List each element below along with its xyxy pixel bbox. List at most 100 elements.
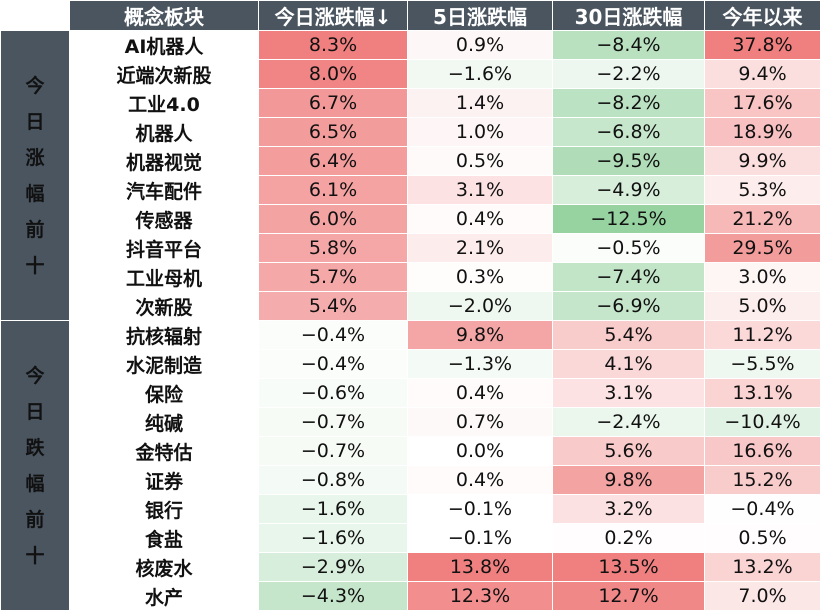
sector-name-cell[interactable]: 水产: [70, 582, 259, 611]
table-row[interactable]: 金特估−0.7%0.0%5.6%16.6%: [1, 437, 820, 466]
heatmap-value-cell: −12.5%: [553, 205, 705, 234]
heatmap-value-cell: 2.1%: [408, 234, 553, 263]
header-5day-change[interactable]: 5日涨跌幅: [408, 1, 553, 31]
table-row[interactable]: 纯碱−0.7%0.7%−2.4%−10.4%: [1, 408, 820, 437]
table-row[interactable]: 今日跌幅前十抗核辐射−0.4%9.8%5.4%11.2%: [1, 321, 820, 350]
sector-name-cell[interactable]: 水泥制造: [70, 350, 259, 379]
heatmap-value-cell: 37.8%: [705, 31, 820, 60]
heatmap-value-cell: 12.7%: [553, 582, 705, 611]
heatmap-value-cell: 12.3%: [408, 582, 553, 611]
heatmap-value-cell: 9.4%: [705, 60, 820, 89]
heatmap-value-cell: 0.4%: [408, 466, 553, 495]
heatmap-value-cell: −0.7%: [259, 437, 408, 466]
heatmap-value-cell: −1.6%: [259, 524, 408, 553]
heatmap-value-cell: −2.4%: [553, 408, 705, 437]
heatmap-value-cell: 0.5%: [408, 147, 553, 176]
header-ytd-change[interactable]: 今年以来: [705, 1, 820, 31]
sector-name-cell[interactable]: 抗核辐射: [70, 321, 259, 350]
heatmap-value-cell: 6.1%: [259, 176, 408, 205]
heatmap-value-cell: 9.8%: [408, 321, 553, 350]
heatmap-value-cell: 13.8%: [408, 553, 553, 582]
sector-name-cell[interactable]: 食盐: [70, 524, 259, 553]
heatmap-value-cell: −4.9%: [553, 176, 705, 205]
heatmap-value-cell: −0.4%: [705, 495, 820, 524]
heatmap-value-cell: −8.2%: [553, 89, 705, 118]
heatmap-value-cell: 5.3%: [705, 176, 820, 205]
table-row[interactable]: 核废水−2.9%13.8%13.5%13.2%: [1, 553, 820, 582]
heatmap-value-cell: 4.1%: [553, 350, 705, 379]
heatmap-value-cell: 0.2%: [553, 524, 705, 553]
heatmap-value-cell: 0.4%: [408, 379, 553, 408]
group-label-top-gainers: 今日涨幅前十: [1, 31, 70, 321]
heatmap-value-cell: 0.0%: [408, 437, 553, 466]
heatmap-value-cell: 0.4%: [408, 205, 553, 234]
heatmap-value-cell: −0.6%: [259, 379, 408, 408]
sector-name-cell[interactable]: 工业4.0: [70, 89, 259, 118]
heatmap-value-cell: 17.6%: [705, 89, 820, 118]
table-row[interactable]: 证券−0.8%0.4%9.8%15.2%: [1, 466, 820, 495]
sector-name-cell[interactable]: 传感器: [70, 205, 259, 234]
heatmap-value-cell: 11.2%: [705, 321, 820, 350]
header-row: 概念板块 今日涨跌幅↓ 5日涨跌幅 30日涨跌幅 今年以来: [1, 1, 820, 31]
heatmap-value-cell: 3.1%: [553, 379, 705, 408]
heatmap-value-cell: 9.8%: [553, 466, 705, 495]
heatmap-value-cell: −4.3%: [259, 582, 408, 611]
sector-name-cell[interactable]: 抖音平台: [70, 234, 259, 263]
heatmap-value-cell: −2.9%: [259, 553, 408, 582]
heatmap-value-cell: 0.3%: [408, 263, 553, 292]
header-30day-change[interactable]: 30日涨跌幅: [553, 1, 705, 31]
sector-name-cell[interactable]: 工业母机: [70, 263, 259, 292]
table-row[interactable]: 食盐−1.6%−0.1%0.2%0.5%: [1, 524, 820, 553]
heatmap-value-cell: −8.4%: [553, 31, 705, 60]
sector-name-cell[interactable]: AI机器人: [70, 31, 259, 60]
heatmap-value-cell: −0.1%: [408, 495, 553, 524]
heatmap-value-cell: 3.1%: [408, 176, 553, 205]
heatmap-value-cell: 18.9%: [705, 118, 820, 147]
heatmap-value-cell: 0.7%: [408, 408, 553, 437]
table-row[interactable]: 水泥制造−0.4%−1.3%4.1%−5.5%: [1, 350, 820, 379]
table-row[interactable]: 保险−0.6%0.4%3.1%13.1%: [1, 379, 820, 408]
heatmap-value-cell: 5.0%: [705, 292, 820, 321]
heatmap-value-cell: 29.5%: [705, 234, 820, 263]
sector-name-cell[interactable]: 核废水: [70, 553, 259, 582]
heatmap-value-cell: −2.0%: [408, 292, 553, 321]
sector-name-cell[interactable]: 机器视觉: [70, 147, 259, 176]
sector-name-cell[interactable]: 机器人: [70, 118, 259, 147]
sector-name-cell[interactable]: 次新股: [70, 292, 259, 321]
sector-name-cell[interactable]: 证券: [70, 466, 259, 495]
heatmap-value-cell: −0.5%: [553, 234, 705, 263]
sector-name-cell[interactable]: 银行: [70, 495, 259, 524]
sector-name-cell[interactable]: 保险: [70, 379, 259, 408]
heatmap-value-cell: −1.6%: [408, 60, 553, 89]
heatmap-value-cell: 6.0%: [259, 205, 408, 234]
sector-name-cell[interactable]: 近端次新股: [70, 60, 259, 89]
heatmap-value-cell: 7.0%: [705, 582, 820, 611]
heatmap-value-cell: −10.4%: [705, 408, 820, 437]
header-sector[interactable]: 概念板块: [70, 1, 259, 31]
heatmap-value-cell: −6.9%: [553, 292, 705, 321]
header-today-change[interactable]: 今日涨跌幅↓: [259, 1, 408, 31]
sector-name-cell[interactable]: 汽车配件: [70, 176, 259, 205]
sector-name-cell[interactable]: 纯碱: [70, 408, 259, 437]
heatmap-value-cell: 3.2%: [553, 495, 705, 524]
heatmap-value-cell: −0.1%: [408, 524, 553, 553]
heatmap-value-cell: 0.9%: [408, 31, 553, 60]
table-row[interactable]: 银行−1.6%−0.1%3.2%−0.4%: [1, 495, 820, 524]
table-row[interactable]: 水产−4.3%12.3%12.7%7.0%: [1, 582, 820, 611]
sector-name-cell[interactable]: 金特估: [70, 437, 259, 466]
heatmap-value-cell: 5.4%: [553, 321, 705, 350]
heatmap-value-cell: 6.7%: [259, 89, 408, 118]
heatmap-value-cell: 1.0%: [408, 118, 553, 147]
heatmap-value-cell: −2.2%: [553, 60, 705, 89]
